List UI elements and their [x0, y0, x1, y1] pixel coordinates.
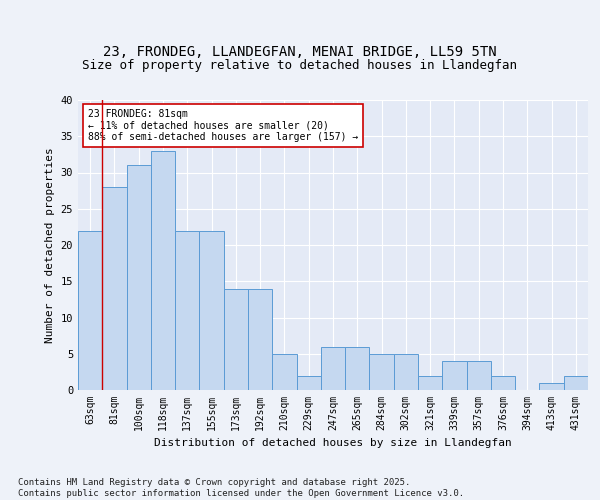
Bar — [491, 376, 515, 390]
X-axis label: Distribution of detached houses by size in Llandegfan: Distribution of detached houses by size … — [154, 438, 512, 448]
Bar — [345, 346, 370, 390]
Bar — [175, 230, 199, 390]
Bar — [248, 288, 272, 390]
Bar — [102, 187, 127, 390]
Bar — [127, 165, 151, 390]
Bar — [151, 151, 175, 390]
Text: 23, FRONDEG, LLANDEGFAN, MENAI BRIDGE, LL59 5TN: 23, FRONDEG, LLANDEGFAN, MENAI BRIDGE, L… — [103, 46, 497, 60]
Bar — [394, 354, 418, 390]
Bar — [272, 354, 296, 390]
Bar — [467, 361, 491, 390]
Y-axis label: Number of detached properties: Number of detached properties — [45, 147, 55, 343]
Text: Contains HM Land Registry data © Crown copyright and database right 2025.
Contai: Contains HM Land Registry data © Crown c… — [18, 478, 464, 498]
Bar — [199, 230, 224, 390]
Bar — [224, 288, 248, 390]
Bar — [564, 376, 588, 390]
Bar — [296, 376, 321, 390]
Bar — [539, 383, 564, 390]
Bar — [78, 230, 102, 390]
Bar — [321, 346, 345, 390]
Bar — [418, 376, 442, 390]
Bar — [442, 361, 467, 390]
Text: Size of property relative to detached houses in Llandegfan: Size of property relative to detached ho… — [83, 60, 517, 72]
Bar — [370, 354, 394, 390]
Text: 23 FRONDEG: 81sqm
← 11% of detached houses are smaller (20)
88% of semi-detached: 23 FRONDEG: 81sqm ← 11% of detached hous… — [88, 108, 358, 142]
